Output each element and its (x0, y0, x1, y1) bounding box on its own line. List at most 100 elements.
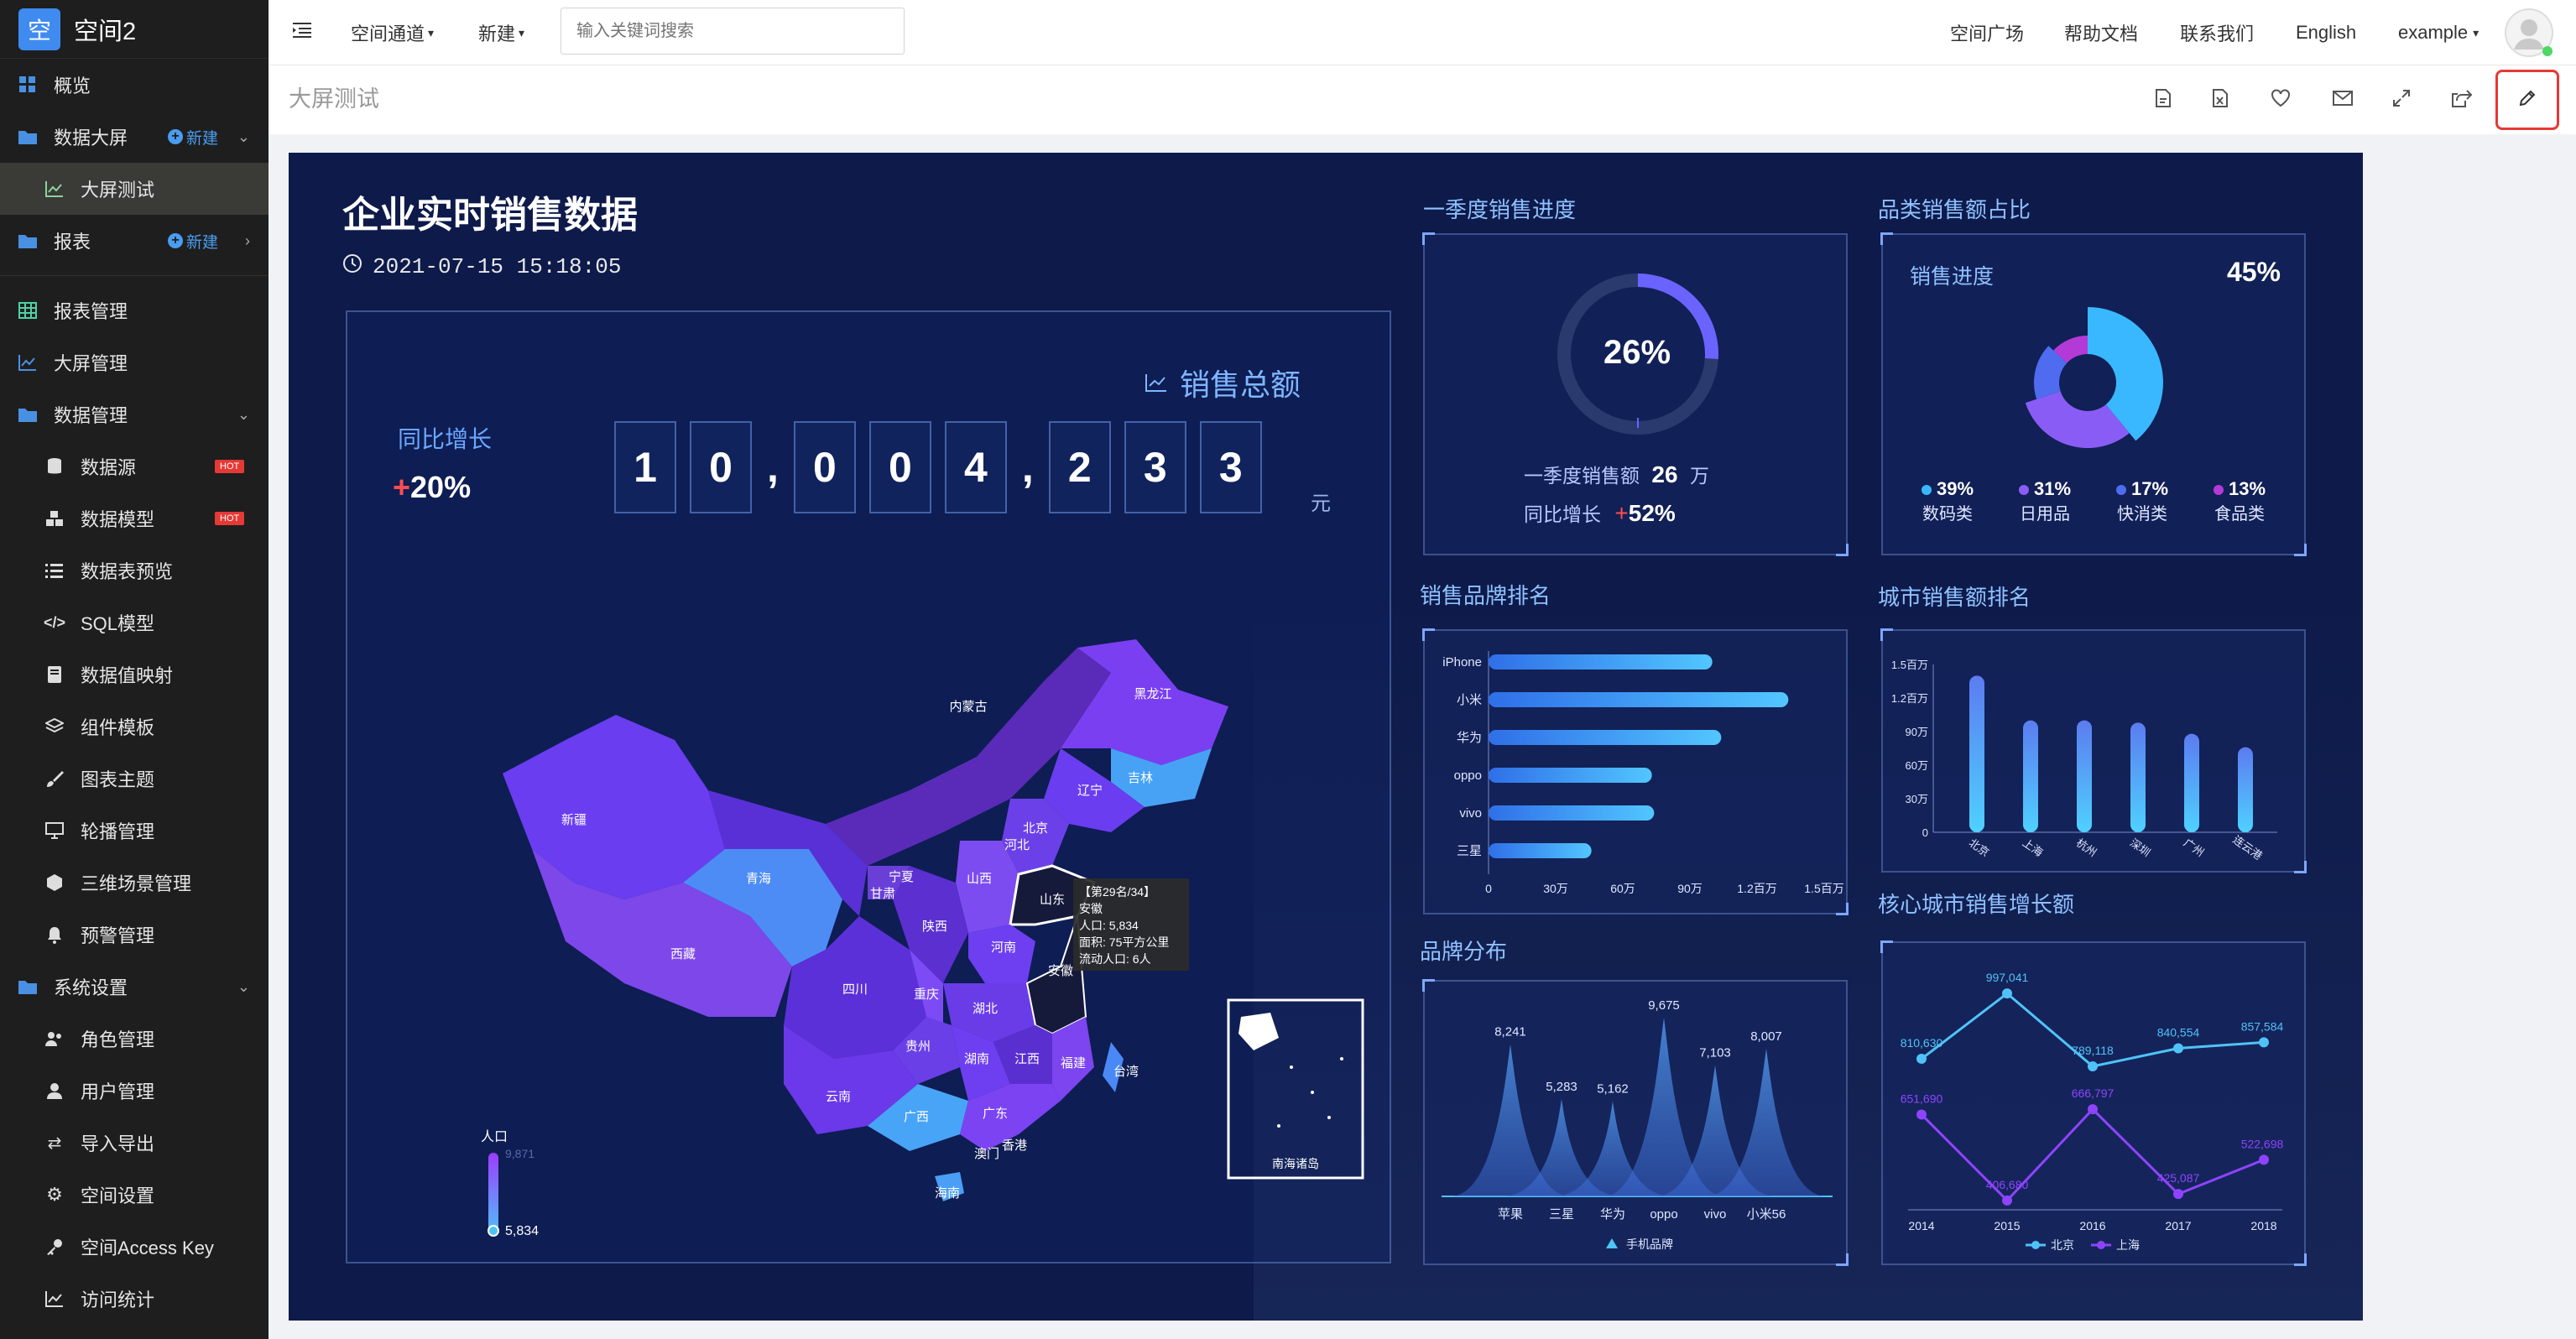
growth-point[interactable] (2088, 1104, 2098, 1115)
edit-button[interactable] (2495, 70, 2559, 130)
brand-bar[interactable] (1489, 692, 1789, 707)
province-shaanxi[interactable] (893, 866, 968, 983)
growth-point[interactable] (2259, 1037, 2269, 1048)
user-menu[interactable]: example ▾ (2398, 0, 2479, 65)
growth-point[interactable] (2173, 1043, 2183, 1054)
share-button[interactable] (2442, 80, 2482, 120)
sidebar-item-reports[interactable]: 报表 + 新建 › (0, 215, 269, 267)
donut-slice-3[interactable] (2053, 336, 2088, 363)
new-dashboard-button[interactable]: + 新建 (168, 126, 218, 148)
donut-slice-1[interactable] (2025, 391, 2130, 448)
sidebar-item-access-key[interactable]: 空间Access Key (0, 1221, 269, 1273)
brand-bar[interactable] (1489, 730, 1722, 745)
province-ningxia[interactable] (868, 866, 910, 899)
sidebar-item-report-mgmt[interactable]: 报表管理 (0, 284, 269, 336)
sidebar-item-component-template[interactable]: 组件模板 (0, 701, 269, 753)
brand-bar[interactable] (1489, 805, 1655, 821)
category-legend-item[interactable]: 17% 快消类 (2096, 478, 2188, 524)
province-taiwan[interactable] (1103, 1042, 1124, 1092)
sidebar-item-datasource[interactable]: 数据源 HOT (0, 440, 269, 492)
province-shanxi[interactable] (956, 841, 1019, 933)
brand-spike[interactable] (1501, 1098, 1622, 1196)
space-channel-menu[interactable]: 空间通道 ▾ (351, 0, 434, 65)
chevron-down-icon[interactable]: ⌄ (237, 977, 250, 995)
new-report-button[interactable]: + 新建 (168, 230, 218, 253)
growth-point[interactable] (2088, 1061, 2098, 1072)
brand-spike[interactable] (1655, 1065, 1776, 1196)
sidebar-item-overview[interactable]: 概览 (0, 59, 269, 111)
growth-legend-label[interactable]: 北京 (2051, 1238, 2074, 1252)
avatar[interactable] (2504, 0, 2554, 65)
province-chongqing[interactable] (910, 950, 943, 1025)
donut-slice-0[interactable] (2088, 307, 2163, 441)
sidebar-item-data-mgmt[interactable]: 数据管理 ⌄ (0, 388, 269, 440)
chevron-right-icon[interactable]: › (245, 232, 250, 249)
city-bar[interactable] (2130, 722, 2146, 832)
province-hubei[interactable] (943, 983, 1035, 1042)
province-jiangxi[interactable] (993, 1025, 1052, 1084)
growth-point[interactable] (1916, 1109, 1927, 1120)
brand-bar[interactable] (1489, 768, 1652, 783)
sidebar-item-chart-theme[interactable]: 图表主题 (0, 753, 269, 805)
sidebar-item-roles[interactable]: 角色管理 (0, 1013, 269, 1065)
sidebar-item-alerts[interactable]: 预警管理 (0, 909, 269, 961)
sidebar-item-space-settings[interactable]: ⚙ 空间设置 (0, 1169, 269, 1221)
brand-dist-legend[interactable]: 手机品牌 (1626, 1237, 1673, 1251)
city-bar[interactable] (2023, 720, 2038, 832)
search-input[interactable] (561, 8, 905, 55)
growth-legend-label[interactable]: 上海 (2116, 1238, 2140, 1252)
category-legend-item[interactable]: 31% 日用品 (1999, 478, 2091, 524)
favorite-button[interactable] (2261, 80, 2301, 120)
brand[interactable]: 空 空间2 (0, 0, 269, 59)
province-jilin[interactable] (1111, 748, 1212, 807)
chevron-down-icon[interactable]: ⌄ (237, 405, 250, 423)
brand-spike[interactable] (1603, 1018, 1724, 1196)
language-switch[interactable]: English (2296, 22, 2357, 43)
link-space-plaza[interactable]: 空间广场 (1950, 23, 2025, 44)
brand-bar[interactable] (1489, 843, 1592, 858)
growth-point[interactable] (2173, 1189, 2183, 1200)
brand-spike[interactable] (1706, 1048, 1827, 1196)
category-legend-item[interactable]: 13% 食品类 (2193, 478, 2286, 524)
sidebar-item-dashboard-mgmt[interactable]: 大屏管理 (0, 336, 269, 388)
city-bar[interactable] (2077, 720, 2092, 832)
sidebar-item-data-model[interactable]: 数据模型 HOT (0, 492, 269, 544)
province-guangxi[interactable] (868, 1084, 968, 1151)
sidebar-item-carousel[interactable]: 轮播管理 (0, 805, 269, 857)
city-bar[interactable] (1969, 675, 1984, 832)
province-yunnan[interactable] (784, 1025, 918, 1134)
sidebar-item-system-settings[interactable]: 系统设置 ⌄ (0, 961, 269, 1013)
sidebar-item-access-stats[interactable]: 访问统计 (0, 1273, 269, 1325)
brand-spike[interactable] (1552, 1101, 1673, 1196)
export-excel-button[interactable] (2200, 80, 2240, 120)
sidebar-item-sql-model[interactable]: </> SQL模型 (0, 597, 269, 649)
sidebar-item-table-preview[interactable]: 数据表预览 (0, 544, 269, 597)
link-contact-us[interactable]: 联系我们 (2180, 23, 2255, 44)
donut-slice-2[interactable] (2034, 346, 2068, 399)
city-bar[interactable] (2184, 733, 2199, 832)
sidebar-item-value-mapping[interactable]: 数据值映射 (0, 649, 269, 701)
sidebar-item-dashboard-test[interactable]: 大屏测试 (0, 163, 269, 215)
province-beijing-hebei[interactable] (1002, 799, 1069, 874)
province-hunan[interactable] (952, 1025, 1010, 1101)
china-map[interactable]: 新疆 青海 内蒙古 黑龙江 吉林 辽宁 北京 河北 山西 山东 甘肃 宁夏 陕西… (473, 547, 1564, 1277)
growth-point[interactable] (2002, 988, 2012, 999)
province-tibet[interactable] (532, 849, 792, 1017)
province-fujian[interactable] (1052, 1017, 1094, 1101)
province-heilongjiang[interactable] (1061, 639, 1228, 765)
province-henan[interactable] (968, 925, 1035, 983)
category-legend-item[interactable]: 39% 数码类 (1901, 478, 1994, 524)
growth-point[interactable] (1916, 1054, 1927, 1065)
brand-spike[interactable] (1450, 1044, 1571, 1196)
province-sichuan[interactable] (784, 916, 926, 1059)
toggle-sidebar-button[interactable] (292, 0, 312, 65)
new-menu[interactable]: 新建 ▾ (478, 0, 524, 65)
city-bar[interactable] (2238, 747, 2253, 832)
sidebar-item-3d-scene[interactable]: 三维场景管理 (0, 857, 269, 909)
email-button[interactable] (2323, 80, 2363, 120)
sidebar-item-dashboards[interactable]: 数据大屏 + 新建 ⌄ (0, 111, 269, 163)
link-help-docs[interactable]: 帮助文档 (2064, 23, 2139, 44)
province-liaoning[interactable] (1044, 748, 1145, 832)
province-qinghai[interactable] (683, 849, 842, 966)
brand-bar[interactable] (1489, 654, 1713, 670)
